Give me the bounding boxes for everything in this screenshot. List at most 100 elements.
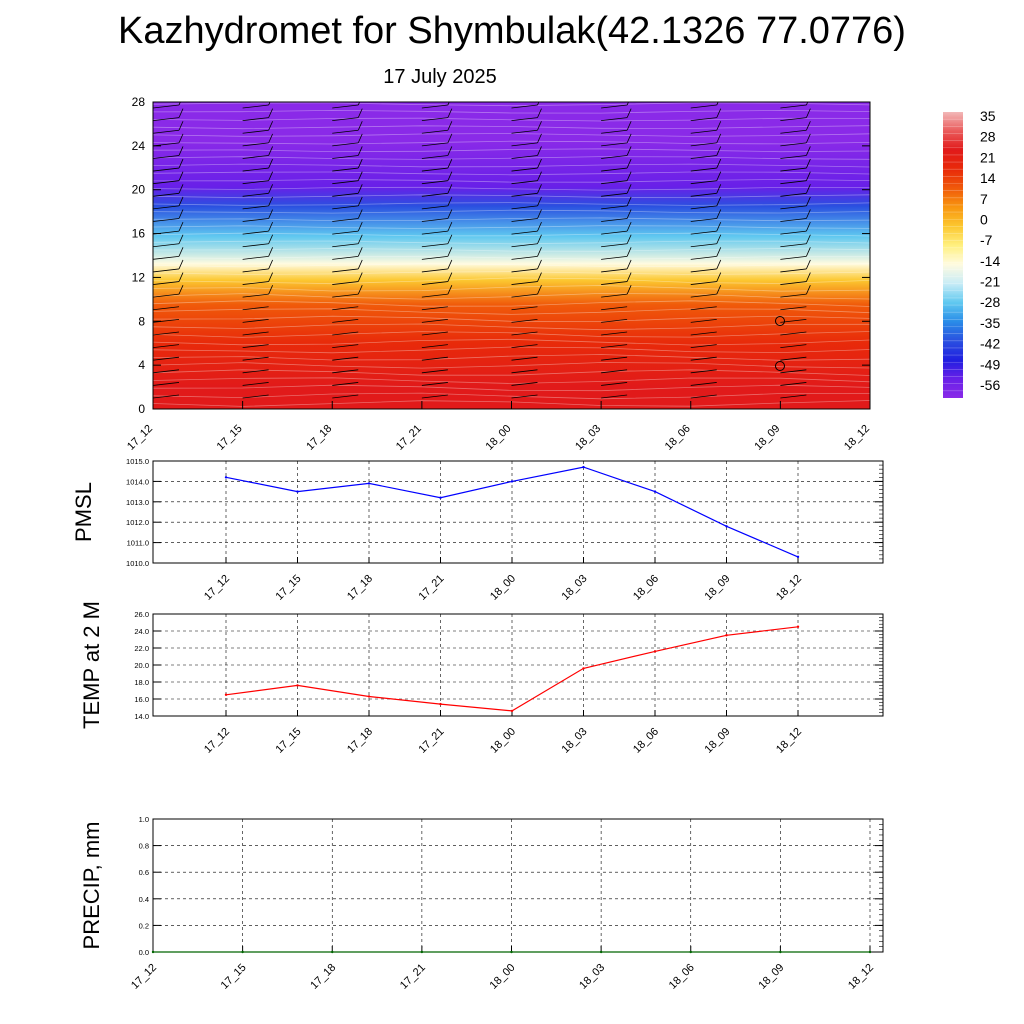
temp-data-point xyxy=(582,667,585,670)
calm-marker xyxy=(775,316,785,326)
precip-y-tick-label: 0.2 xyxy=(139,921,149,930)
profile-x-tick-label: 17_15 xyxy=(215,423,245,453)
temp-y-tick-label: 22.0 xyxy=(134,644,149,653)
precip-x-tick-label: 18_06 xyxy=(667,962,697,992)
precip-data-point xyxy=(868,950,872,954)
precip-data-point xyxy=(331,950,334,954)
profile-x-tick-label: 18_03 xyxy=(573,423,603,453)
pmsl-x-tick-label: 18_03 xyxy=(560,573,590,603)
precip-data-point xyxy=(151,950,155,954)
colorbar-label: -35 xyxy=(980,315,1000,331)
temp-y-tick-label: 20.0 xyxy=(134,661,149,670)
pmsl-x-tick-label: 18_00 xyxy=(488,573,518,603)
profile-x-tick-label: 17_21 xyxy=(394,423,424,453)
precip-frame xyxy=(152,818,884,953)
temp-x-tick-label: 17_21 xyxy=(417,726,447,756)
temp-frame xyxy=(152,613,884,717)
profile-y-tick-label: 16 xyxy=(132,227,146,241)
pmsl-y-tick-label: 1014.0 xyxy=(126,477,149,486)
precip-y-axis-label: PRECIP, mm xyxy=(79,822,104,950)
colorbar-label: 7 xyxy=(980,191,988,207)
temp-data-point xyxy=(653,650,657,653)
pmsl-x-tick-label: 17_18 xyxy=(345,573,375,603)
precip-y-tick-label: 0.0 xyxy=(139,948,149,957)
temp-x-tick-label: 18_00 xyxy=(488,726,518,756)
temp-y-tick-label: 16.0 xyxy=(134,695,149,704)
profile-heat-field xyxy=(153,102,870,409)
precip-data-point xyxy=(510,950,513,954)
colorbar-label: -28 xyxy=(980,294,1000,310)
precip-data-point xyxy=(779,950,782,954)
profile-x-tick-label: 18_00 xyxy=(484,423,514,453)
colorbar-label: -7 xyxy=(980,232,993,248)
pmsl-data-point xyxy=(224,476,228,479)
pmsl-panel: 1010.0 1011.0 1012.0 1013.0 1014.0 1015.0 17_1… xyxy=(71,457,884,603)
precip-data-point xyxy=(689,950,692,954)
colorbar-label: 35 xyxy=(980,108,996,124)
pmsl-data-point xyxy=(725,525,728,528)
pmsl-data-point xyxy=(796,555,800,559)
pmsl-x-tick-label: 18_12 xyxy=(774,573,804,603)
colorbar: 35 28 21 14 7 0 -7 -14 -21 -28 -35 -42 -49 -56 xyxy=(943,108,1000,398)
precip-x-tick-label: 17_18 xyxy=(308,962,338,992)
pmsl-data-point xyxy=(367,482,371,485)
temp-x-tick-label: 18_03 xyxy=(560,726,590,756)
colorbar-label: -56 xyxy=(980,377,1000,393)
pmsl-frame xyxy=(152,460,884,564)
colorbar-label: 28 xyxy=(980,129,996,145)
pmsl-data-point xyxy=(653,490,657,493)
profile-y-tick-label: 4 xyxy=(138,358,145,372)
temp-y-tick-label: 14.0 xyxy=(134,712,149,721)
pmsl-x-tick-label: 17_21 xyxy=(417,573,447,603)
temp-y-tick-label: 24.0 xyxy=(134,627,149,636)
profile-y-tick-label: 8 xyxy=(138,314,145,328)
profile-y-tick-label: 0 xyxy=(138,402,145,416)
precip-y-tick-label: 1.0 xyxy=(139,815,149,824)
colorbar-label: -14 xyxy=(980,253,1000,269)
precip-data-point xyxy=(420,950,424,954)
profile-y-tick-label: 12 xyxy=(132,270,146,284)
precip-panel: 0.0 0.2 0.4 0.6 0.8 1.0 17_12 17_15 17_18 17_21 18… xyxy=(79,815,884,992)
temp-data-point xyxy=(725,634,728,637)
colorbar-label: -49 xyxy=(980,356,1000,372)
precip-data-point xyxy=(241,950,244,954)
temp-x-tick-label: 18_09 xyxy=(703,726,733,756)
temp-x-tick-label: 17_15 xyxy=(274,726,304,756)
pmsl-x-tick-label: 17_15 xyxy=(274,573,304,603)
pmsl-data-point xyxy=(296,490,299,493)
colorbar-label: 14 xyxy=(980,170,996,186)
temp-x-tick-label: 18_12 xyxy=(774,726,804,756)
pmsl-data-point xyxy=(439,496,442,499)
pmsl-y-tick-label: 1015.0 xyxy=(126,457,149,466)
profile-x-tick-label: 18_09 xyxy=(752,423,782,453)
precip-y-tick-label: 0.6 xyxy=(139,868,149,877)
pmsl-y-tick-label: 1011.0 xyxy=(127,539,149,548)
wind-barbs xyxy=(153,102,870,399)
profile-x-tick-label: 18_12 xyxy=(842,423,872,453)
profile-panel: 0 4 8 12 16 20 24 28 17_12 17_15 17_18 17_21 18_00 18… xyxy=(125,95,872,453)
temp-x-tick-label: 17_18 xyxy=(345,726,375,756)
pmsl-x-tick-label: 18_09 xyxy=(703,573,733,603)
temp-data-point xyxy=(224,693,228,696)
pmsl-x-tick-label: 18_06 xyxy=(631,573,661,603)
colorbar-label: 0 xyxy=(980,211,988,227)
temp-data-point xyxy=(296,684,299,687)
precip-x-tick-label: 17_21 xyxy=(398,962,428,992)
colorbar-label: -42 xyxy=(980,336,1000,352)
pmsl-y-axis-label: PMSL xyxy=(71,482,96,542)
colorbar-label: 21 xyxy=(980,149,996,165)
precip-x-tick-label: 18_12 xyxy=(846,962,876,992)
temp-data-point xyxy=(367,695,371,698)
precip-y-tick-label: 0.8 xyxy=(139,842,149,851)
chart-title: Kazhydromet for Shymbulak(42.1326 77.077… xyxy=(118,10,906,52)
profile-y-tick-label: 24 xyxy=(132,139,146,153)
pmsl-data-point xyxy=(510,480,514,483)
precip-x-tick-label: 18_09 xyxy=(756,962,786,992)
pmsl-y-tick-label: 1010.0 xyxy=(126,559,149,568)
pmsl-y-tick-label: 1013.0 xyxy=(126,498,149,507)
temp-x-tick-label: 18_06 xyxy=(631,726,661,756)
profile-y-tick-label: 28 xyxy=(132,95,146,109)
precip-data-point xyxy=(599,950,603,954)
chart-subtitle: 17 July 2025 xyxy=(383,66,497,88)
